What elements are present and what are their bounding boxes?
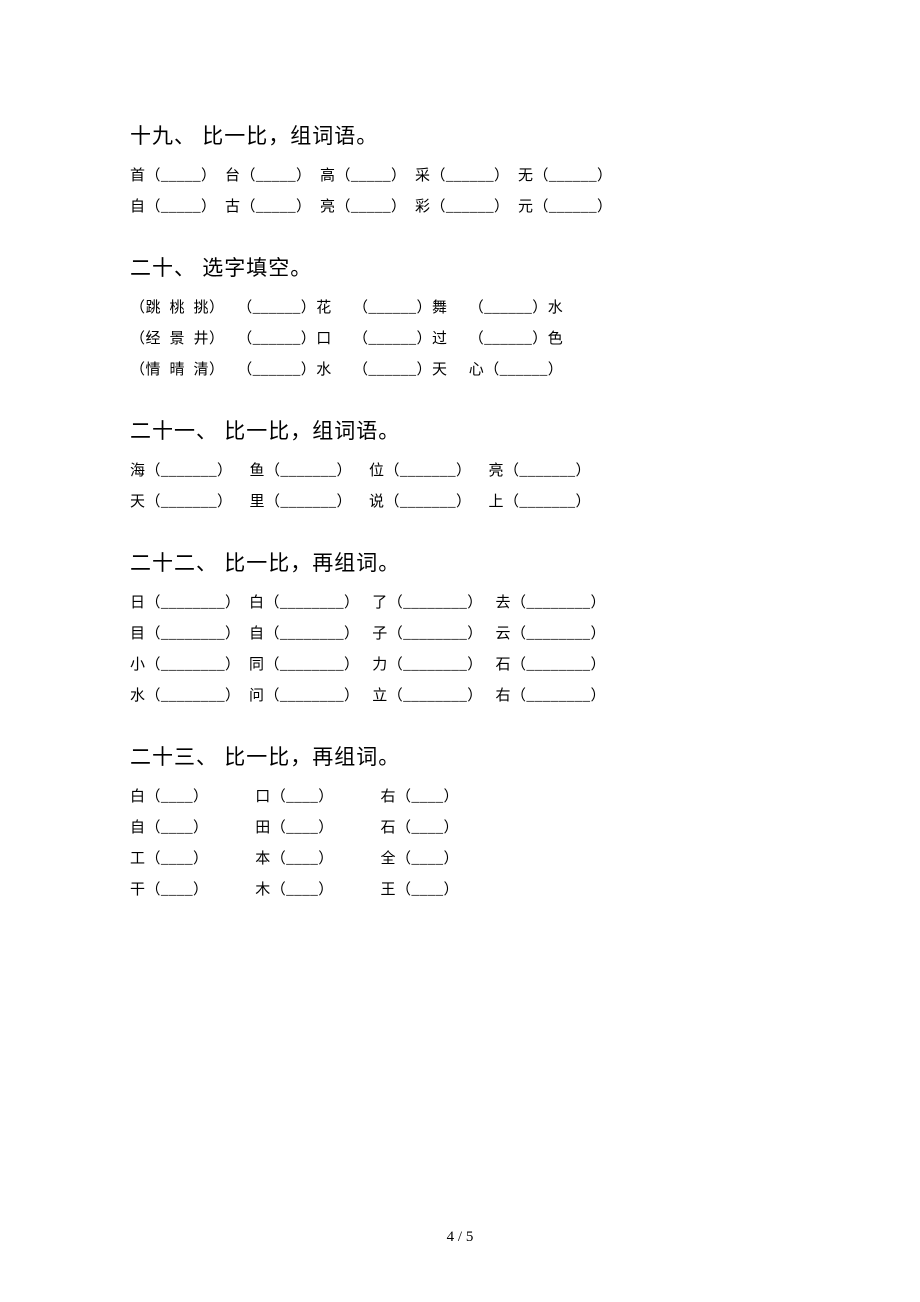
section-21-row-2: 天（_______） 里（_______） 说（_______） 上（_____…: [130, 490, 790, 511]
section-22-row-4: 水（________） 问（________） 立（________） 右（__…: [130, 684, 790, 705]
section-20-title: 二十、 选字填空。: [130, 252, 790, 282]
section-22-title: 二十二、 比一比，再组词。: [130, 547, 790, 577]
section-23-row-2: 自（____） 田（____） 石（____）: [130, 816, 790, 837]
section-22-row-2: 目（________） 自（________） 子（________） 云（__…: [130, 622, 790, 643]
section-23-row-1: 白（____） 口（____） 右（____）: [130, 785, 790, 806]
section-21: 二十一、 比一比，组词语。 海（_______） 鱼（_______） 位（__…: [130, 415, 790, 511]
section-22-row-3: 小（________） 同（________） 力（________） 石（__…: [130, 653, 790, 674]
section-23-row-4: 干（____） 木（____） 王（____）: [130, 878, 790, 899]
section-19-row-1: 首（_____） 台（_____） 高（_____） 采（______） 无（_…: [130, 164, 790, 185]
section-21-title: 二十一、 比一比，组词语。: [130, 415, 790, 445]
section-20: 二十、 选字填空。 （跳 桃 挑） （______）花 （______）舞 （_…: [130, 252, 790, 379]
section-21-row-1: 海（_______） 鱼（_______） 位（_______） 亮（_____…: [130, 459, 790, 480]
section-20-row-1: （跳 桃 挑） （______）花 （______）舞 （______）水: [130, 296, 790, 317]
section-23-title: 二十三、 比一比，再组词。: [130, 741, 790, 771]
section-22: 二十二、 比一比，再组词。 日（________） 白（________） 了（…: [130, 547, 790, 705]
section-20-row-3: （情 晴 清） （______）水 （______）天 心（______）: [130, 358, 790, 379]
section-19-title: 十九、 比一比，组词语。: [130, 120, 790, 150]
section-20-row-2: （经 景 井） （______）口 （______）过 （______）色: [130, 327, 790, 348]
section-23-row-3: 工（____） 本（____） 全（____）: [130, 847, 790, 868]
section-23: 二十三、 比一比，再组词。 白（____） 口（____） 右（____） 自（…: [130, 741, 790, 899]
section-22-row-1: 日（________） 白（________） 了（________） 去（__…: [130, 591, 790, 612]
section-19-row-2: 自（_____） 古（_____） 亮（_____） 彩（______） 元（_…: [130, 195, 790, 216]
page-number: 4 / 5: [0, 1229, 920, 1246]
section-19: 十九、 比一比，组词语。 首（_____） 台（_____） 高（_____） …: [130, 120, 790, 216]
